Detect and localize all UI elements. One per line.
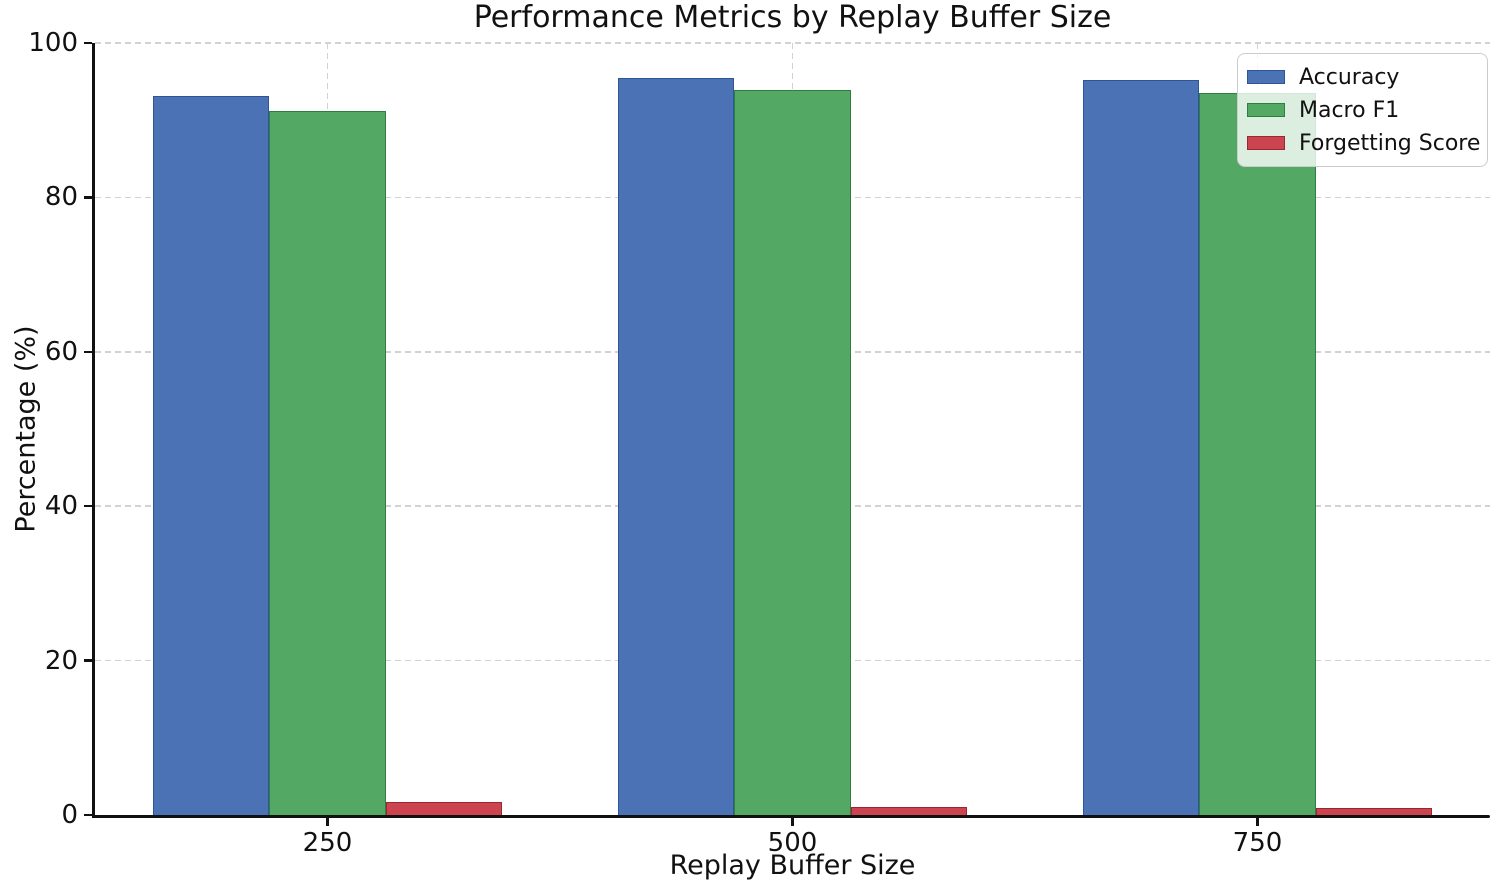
bar-forgetting-score (385, 801, 502, 815)
legend: Accuracy Macro F1 Forgetting Score (1237, 53, 1488, 167)
bar-macro-f1 (1199, 93, 1316, 815)
legend-item: Accuracy (1247, 63, 1477, 91)
legend-item: Macro F1 (1247, 96, 1477, 124)
y-tick-mark (84, 659, 92, 662)
x-tick-mark (1256, 818, 1259, 826)
y-tick-label: 0 (61, 800, 78, 830)
legend-swatch-icon (1247, 70, 1285, 84)
bar-forgetting-score (1315, 808, 1432, 815)
x-tick-label: 500 (767, 828, 818, 858)
y-tick-label: 80 (44, 182, 78, 213)
bar-macro-f1 (269, 110, 386, 815)
y-tick-mark (84, 41, 92, 45)
y-tick-mark (84, 813, 92, 817)
bottom-spine (92, 815, 1490, 818)
y-tick-label: 100 (28, 28, 78, 58)
legend-swatch-icon (1247, 103, 1285, 117)
x-tick-mark (791, 818, 794, 826)
bar-forgetting-score (850, 807, 967, 815)
x-axis-label: Replay Buffer Size (669, 850, 916, 881)
y-tick-label: 20 (44, 645, 78, 676)
chart-title: Performance Metrics by Replay Buffer Siz… (473, 0, 1112, 35)
y-tick-label: 40 (44, 491, 78, 522)
x-tick-label: 750 (1232, 828, 1283, 858)
legend-label: Macro F1 (1299, 97, 1400, 123)
y-tick-mark (84, 504, 92, 508)
plot-area: Accuracy Macro F1 Forgetting Score 0 20 40 60… (28, 28, 1490, 858)
y-tick-mark (84, 196, 92, 199)
bar-accuracy (1083, 80, 1200, 815)
y-tick-label: 60 (44, 336, 78, 367)
bar-accuracy (618, 77, 735, 815)
legend-label: Forgetting Score (1299, 130, 1481, 156)
legend-swatch-icon (1247, 136, 1285, 150)
x-tick-label: 250 (302, 828, 353, 858)
bar-accuracy (153, 96, 270, 815)
x-tick-mark (326, 818, 329, 826)
legend-label: Accuracy (1299, 64, 1400, 90)
left-spine (92, 43, 95, 818)
y-tick-mark (84, 350, 92, 354)
legend-item: Forgetting Score (1247, 129, 1481, 157)
bar-macro-f1 (734, 90, 851, 815)
